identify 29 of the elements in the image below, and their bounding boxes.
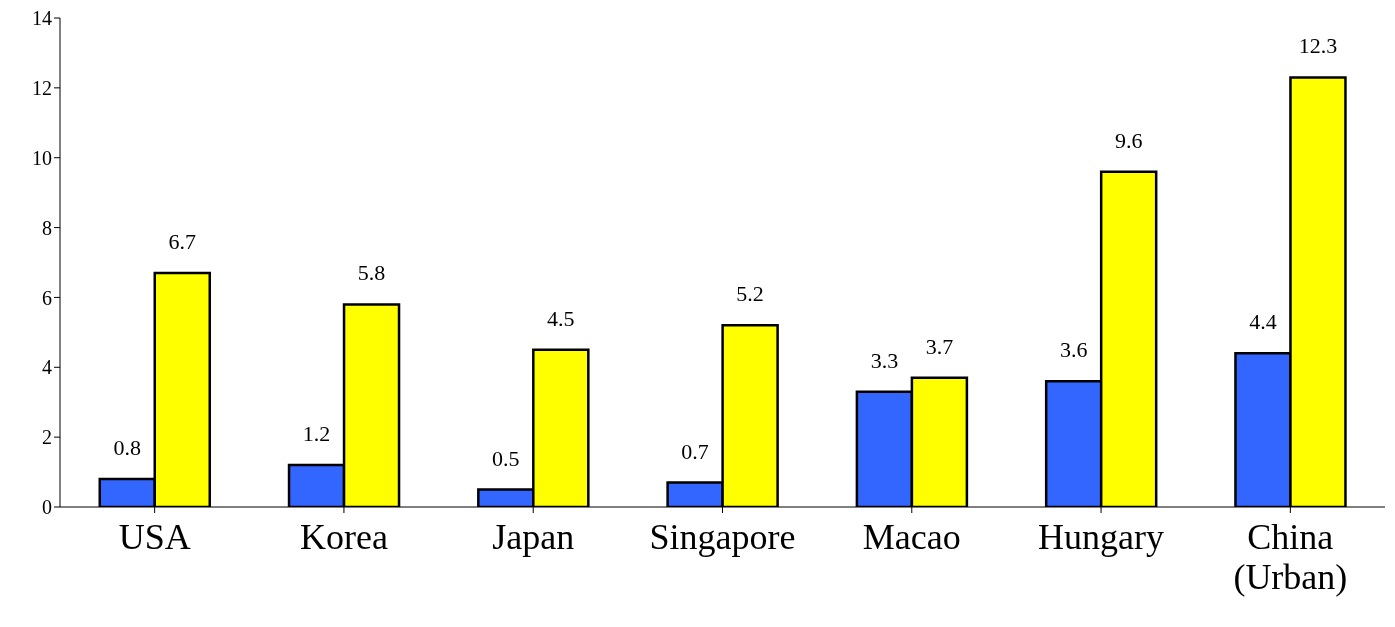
data-label: 5.8 <box>357 260 386 286</box>
data-label: 0.8 <box>113 435 141 461</box>
x-tick-label: Singapore <box>649 517 796 557</box>
data-label: 12.3 <box>1298 33 1338 59</box>
y-tick-label: 10 <box>32 146 52 169</box>
x-tick-label: Korea <box>299 517 388 557</box>
data-label: 3.3 <box>870 347 899 373</box>
x-tick-label: Macao <box>862 517 961 557</box>
y-tick-label: 6 <box>42 286 52 309</box>
y-tick-label: 2 <box>42 426 52 449</box>
x-tick-label: China (Urban) <box>1233 517 1348 597</box>
x-tick-label: Hungary <box>1038 517 1165 557</box>
y-tick-label: 8 <box>42 216 52 239</box>
y-tick-label: 0 <box>42 496 52 519</box>
y-tick-label: 4 <box>42 356 52 379</box>
data-label: 5.2 <box>736 281 764 307</box>
data-label: 3.6 <box>1059 337 1088 363</box>
data-label: 6.7 <box>168 228 196 254</box>
data-label: 1.2 <box>302 421 331 447</box>
data-label: 4.4 <box>1249 309 1277 335</box>
data-label: 9.6 <box>1114 127 1143 153</box>
y-tick-label: 12 <box>32 76 52 99</box>
y-tick-label: 14 <box>32 7 52 30</box>
data-label: 3.7 <box>925 333 954 359</box>
x-tick-label: USA <box>118 517 191 557</box>
data-label: 0.5 <box>492 445 520 471</box>
x-tick-label: Japan <box>492 517 575 557</box>
data-label: 0.7 <box>681 438 709 464</box>
data-label: 4.5 <box>547 305 575 331</box>
